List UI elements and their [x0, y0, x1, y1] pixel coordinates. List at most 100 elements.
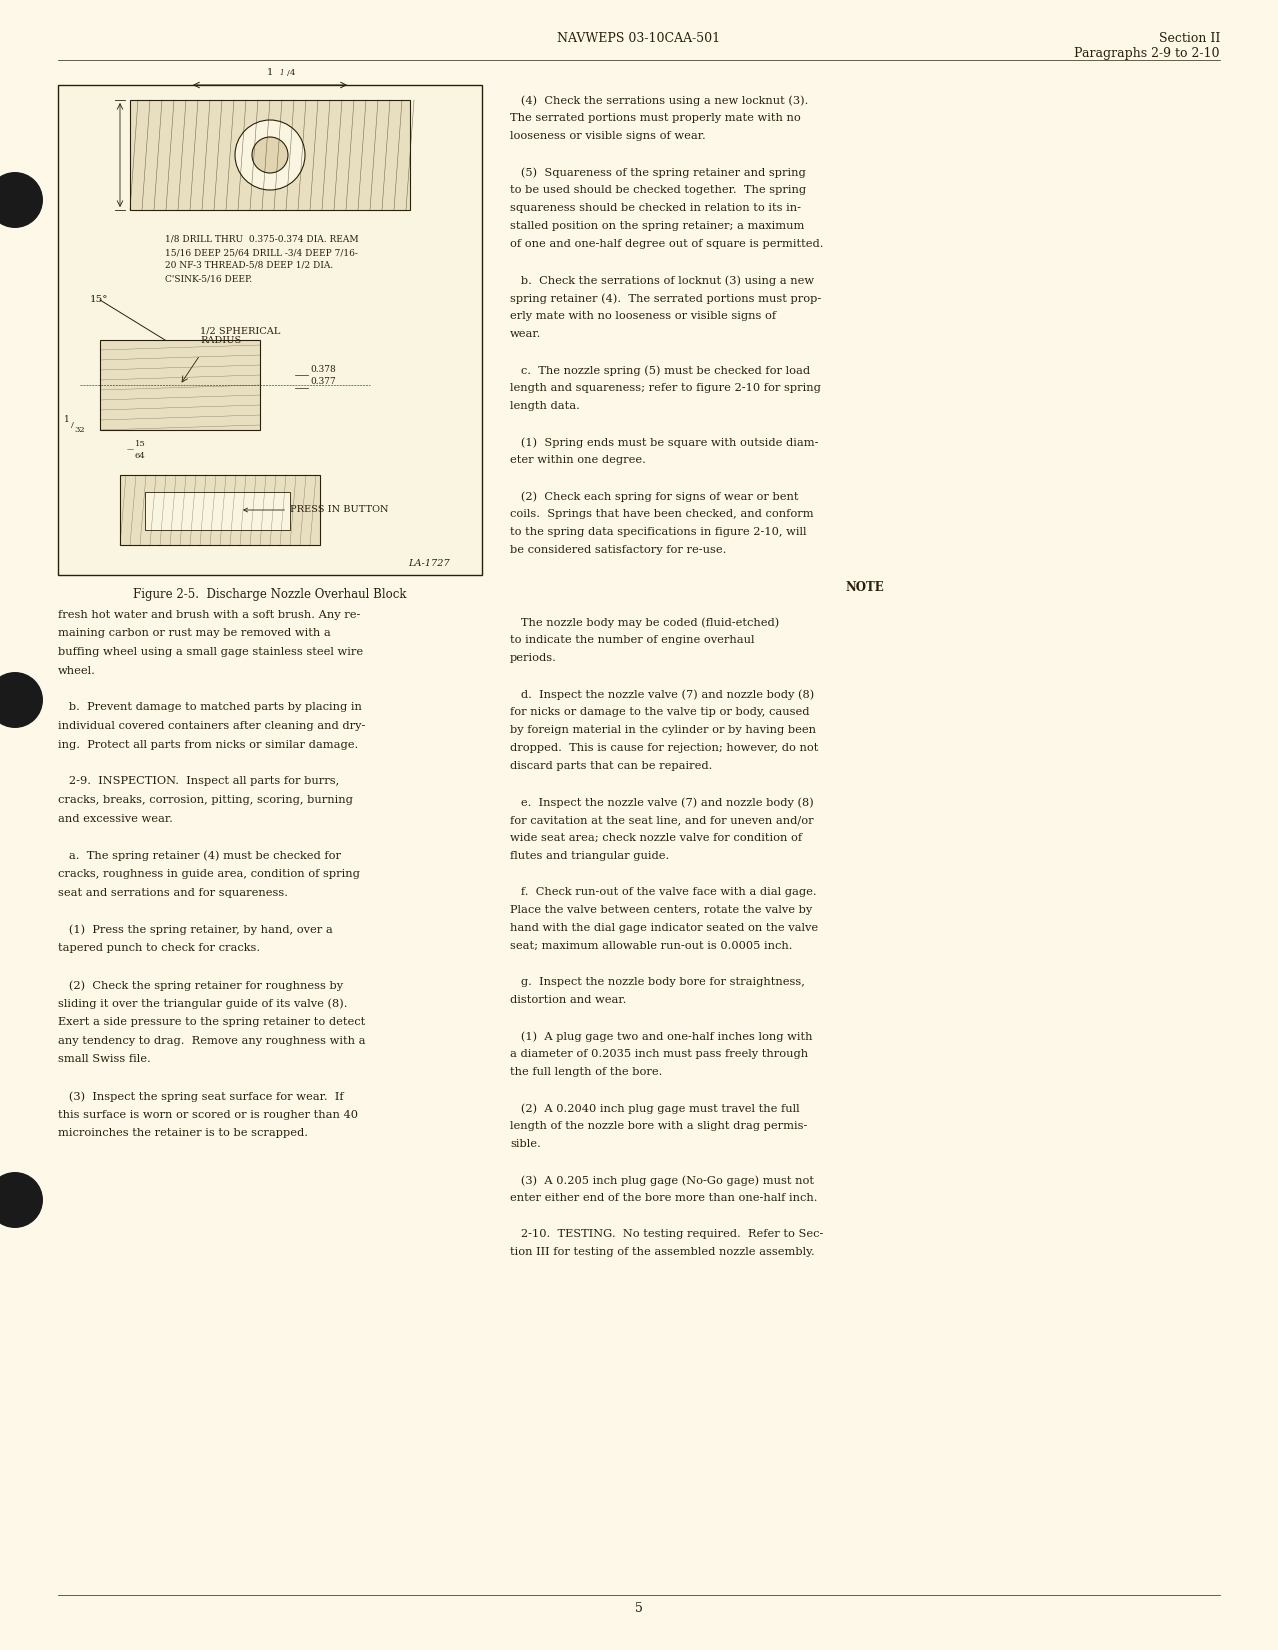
Text: distortion and wear.: distortion and wear.	[510, 995, 626, 1005]
Bar	[100, 340, 259, 431]
Text: (1)  A plug gage two and one-half inches long with: (1) A plug gage two and one-half inches …	[510, 1031, 813, 1041]
Text: to be used should be checked together.  The spring: to be used should be checked together. T…	[510, 185, 806, 195]
Text: looseness or visible signs of wear.: looseness or visible signs of wear.	[510, 130, 705, 140]
Text: fresh hot water and brush with a soft brush. Any re-: fresh hot water and brush with a soft br…	[58, 610, 360, 620]
Text: g.  Inspect the nozzle body bore for straightness,: g. Inspect the nozzle body bore for stra…	[510, 977, 805, 987]
Text: /: /	[72, 421, 74, 429]
Circle shape	[0, 672, 43, 728]
Text: The serrated portions must properly mate with no: The serrated portions must properly mate…	[510, 112, 801, 124]
Circle shape	[0, 172, 43, 228]
Text: e.  Inspect the nozzle valve (7) and nozzle body (8): e. Inspect the nozzle valve (7) and nozz…	[510, 797, 814, 807]
Text: cracks, breaks, corrosion, pitting, scoring, burning: cracks, breaks, corrosion, pitting, scor…	[58, 795, 353, 805]
Text: dropped.  This is cause for rejection; however, do not: dropped. This is cause for rejection; ho…	[510, 742, 818, 752]
Text: 15: 15	[134, 441, 146, 449]
Text: 1: 1	[64, 416, 70, 424]
Text: squareness should be checked in relation to its in-: squareness should be checked in relation…	[510, 203, 801, 213]
Text: LA-1727: LA-1727	[408, 559, 450, 568]
Text: cracks, roughness in guide area, condition of spring: cracks, roughness in guide area, conditi…	[58, 870, 360, 879]
Text: b.  Prevent damage to matched parts by placing in: b. Prevent damage to matched parts by pl…	[58, 703, 362, 713]
Circle shape	[0, 1172, 43, 1228]
Text: 0.377: 0.377	[311, 378, 336, 386]
Text: ing.  Protect all parts from nicks or similar damage.: ing. Protect all parts from nicks or sim…	[58, 739, 358, 749]
Text: spring retainer (4).  The serrated portions must prop-: spring retainer (4). The serrated portio…	[510, 294, 822, 304]
Text: Exert a side pressure to the spring retainer to detect: Exert a side pressure to the spring reta…	[58, 1016, 366, 1026]
Text: 1: 1	[267, 68, 273, 78]
Text: 15°: 15°	[89, 295, 109, 304]
Text: for nicks or damage to the valve tip or body, caused: for nicks or damage to the valve tip or …	[510, 706, 809, 718]
Text: and excessive wear.: and excessive wear.	[58, 813, 173, 823]
Text: the full length of the bore.: the full length of the bore.	[510, 1068, 662, 1077]
Text: NOTE: NOTE	[846, 581, 884, 594]
Text: wear.: wear.	[510, 328, 542, 338]
Text: a.  The spring retainer (4) must be checked for: a. The spring retainer (4) must be check…	[58, 850, 341, 861]
Text: of one and one-half degree out of square is permitted.: of one and one-half degree out of square…	[510, 239, 823, 249]
Text: wide seat area; check nozzle valve for condition of: wide seat area; check nozzle valve for c…	[510, 833, 803, 843]
Text: length of the nozzle bore with a slight drag permis-: length of the nozzle bore with a slight …	[510, 1120, 808, 1130]
Text: seat and serrations and for squareness.: seat and serrations and for squareness.	[58, 888, 288, 898]
Text: stalled position on the spring retainer; a maximum: stalled position on the spring retainer;…	[510, 221, 804, 231]
Text: be considered satisfactory for re-use.: be considered satisfactory for re-use.	[510, 544, 726, 554]
Text: 2-10.  TESTING.  No testing required.  Refer to Sec-: 2-10. TESTING. No testing required. Refe…	[510, 1229, 823, 1239]
Text: b.  Check the serrations of locknut (3) using a new: b. Check the serrations of locknut (3) u…	[510, 276, 814, 285]
Text: Place the valve between centers, rotate the valve by: Place the valve between centers, rotate …	[510, 904, 813, 916]
Text: length and squareness; refer to figure 2-10 for spring: length and squareness; refer to figure 2…	[510, 383, 820, 393]
Text: discard parts that can be repaired.: discard parts that can be repaired.	[510, 761, 712, 771]
Text: (3)  A 0.205 inch plug gage (No-Go gage) must not: (3) A 0.205 inch plug gage (No-Go gage) …	[510, 1175, 814, 1186]
Text: to indicate the number of engine overhaul: to indicate the number of engine overhau…	[510, 635, 754, 645]
Text: flutes and triangular guide.: flutes and triangular guide.	[510, 851, 670, 861]
Text: 20 NF-3 THREAD-5/8 DEEP 1/2 DIA.: 20 NF-3 THREAD-5/8 DEEP 1/2 DIA.	[165, 261, 334, 271]
Text: by foreign material in the cylinder or by having been: by foreign material in the cylinder or b…	[510, 724, 815, 734]
Text: d.  Inspect the nozzle valve (7) and nozzle body (8): d. Inspect the nozzle valve (7) and nozz…	[510, 690, 814, 700]
Text: 64: 64	[134, 452, 146, 460]
Text: (2)  Check the spring retainer for roughness by: (2) Check the spring retainer for roughn…	[58, 980, 343, 990]
Text: f.  Check run-out of the valve face with a dial gage.: f. Check run-out of the valve face with …	[510, 888, 817, 898]
Text: for cavitation at the seat line, and for uneven and/or: for cavitation at the seat line, and for…	[510, 815, 814, 825]
Text: 5: 5	[635, 1602, 643, 1615]
Text: microinches the retainer is to be scrapped.: microinches the retainer is to be scrapp…	[58, 1129, 308, 1138]
Text: tion III for testing of the assembled nozzle assembly.: tion III for testing of the assembled no…	[510, 1247, 815, 1257]
Text: —: —	[127, 446, 133, 454]
Text: 15/16 DEEP 25/64 DRILL -3/4 DEEP 7/16-: 15/16 DEEP 25/64 DRILL -3/4 DEEP 7/16-	[165, 248, 358, 257]
Text: eter within one degree.: eter within one degree.	[510, 455, 645, 465]
Circle shape	[252, 137, 288, 173]
Text: enter either end of the bore more than one-half inch.: enter either end of the bore more than o…	[510, 1193, 818, 1203]
Text: small Swiss file.: small Swiss file.	[58, 1054, 151, 1064]
Bar	[130, 101, 410, 210]
Text: Figure 2-5.  Discharge Nozzle Overhaul Block: Figure 2-5. Discharge Nozzle Overhaul Bl…	[133, 587, 406, 601]
Text: to the spring data specifications in figure 2-10, will: to the spring data specifications in fig…	[510, 526, 806, 536]
Text: any tendency to drag.  Remove any roughness with a: any tendency to drag. Remove any roughne…	[58, 1036, 366, 1046]
Text: (1)  Spring ends must be square with outside diam-: (1) Spring ends must be square with outs…	[510, 437, 818, 447]
Text: (5)  Squareness of the spring retainer and spring: (5) Squareness of the spring retainer an…	[510, 167, 805, 178]
Text: sible.: sible.	[510, 1138, 541, 1148]
Text: 0.378: 0.378	[311, 366, 336, 375]
Text: a diameter of 0.2035 inch must pass freely through: a diameter of 0.2035 inch must pass free…	[510, 1049, 808, 1059]
Text: hand with the dial gage indicator seated on the valve: hand with the dial gage indicator seated…	[510, 922, 818, 932]
Text: PRESS IN BUTTON: PRESS IN BUTTON	[244, 505, 389, 515]
Text: 2-9.  INSPECTION.  Inspect all parts for burrs,: 2-9. INSPECTION. Inspect all parts for b…	[58, 777, 339, 787]
Circle shape	[235, 120, 305, 190]
Text: /4: /4	[288, 69, 295, 78]
Text: sliding it over the triangular guide of its valve (8).: sliding it over the triangular guide of …	[58, 998, 348, 1010]
Text: coils.  Springs that have been checked, and conform: coils. Springs that have been checked, a…	[510, 508, 814, 520]
Text: tapered punch to check for cracks.: tapered punch to check for cracks.	[58, 944, 261, 954]
Text: (4)  Check the serrations using a new locknut (3).: (4) Check the serrations using a new loc…	[510, 96, 809, 106]
Bar	[58, 86, 482, 574]
Text: Section II: Section II	[1159, 31, 1220, 45]
Text: maining carbon or rust may be removed with a: maining carbon or rust may be removed wi…	[58, 629, 331, 639]
Text: 1/2 SPHERICAL: 1/2 SPHERICAL	[199, 327, 280, 335]
Text: RADIUS: RADIUS	[199, 337, 242, 345]
Text: length data.: length data.	[510, 401, 580, 411]
Text: this surface is worn or scored or is rougher than 40: this surface is worn or scored or is rou…	[58, 1109, 358, 1119]
Text: (3)  Inspect the spring seat surface for wear.  If: (3) Inspect the spring seat surface for …	[58, 1091, 344, 1102]
Text: Paragraphs 2-9 to 2-10: Paragraphs 2-9 to 2-10	[1075, 46, 1220, 59]
Text: NAVWEPS 03-10CAA-501: NAVWEPS 03-10CAA-501	[557, 31, 721, 45]
Text: seat; maximum allowable run-out is 0.0005 inch.: seat; maximum allowable run-out is 0.000…	[510, 940, 792, 950]
Text: periods.: periods.	[510, 653, 557, 663]
Text: (2)  Check each spring for signs of wear or bent: (2) Check each spring for signs of wear …	[510, 492, 799, 502]
Text: C'SINK-5/16 DEEP.: C'SINK-5/16 DEEP.	[165, 274, 252, 284]
Text: individual covered containers after cleaning and dry-: individual covered containers after clea…	[58, 721, 366, 731]
Text: erly mate with no looseness or visible signs of: erly mate with no looseness or visible s…	[510, 310, 776, 322]
Text: (2)  A 0.2040 inch plug gage must travel the full: (2) A 0.2040 inch plug gage must travel …	[510, 1102, 800, 1114]
Text: The nozzle body may be coded (fluid-etched): The nozzle body may be coded (fluid-etch…	[510, 617, 780, 627]
Bar	[120, 475, 320, 544]
